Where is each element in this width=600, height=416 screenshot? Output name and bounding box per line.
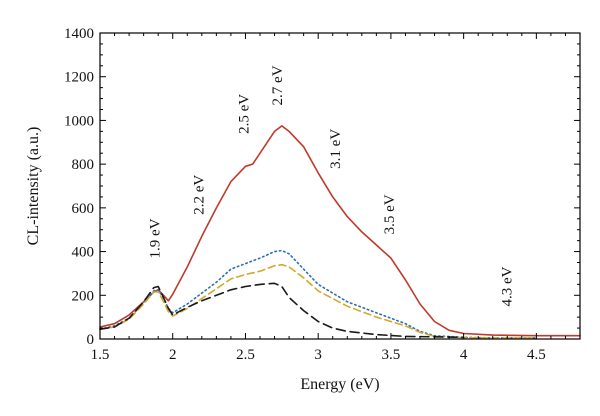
x-tick-label: 3.5: [382, 347, 401, 363]
peak-label: 3.5 eV: [382, 194, 398, 234]
x-tick-label: 2.5: [236, 347, 255, 363]
x-tick-label: 3: [314, 347, 322, 363]
peak-label: 1.9 eV: [148, 218, 164, 258]
y-tick-label: 1000: [64, 113, 94, 129]
series-line-4: [99, 282, 465, 339]
peak-label: 2.2 eV: [191, 175, 207, 215]
x-tick-label: 1.5: [91, 347, 110, 363]
peak-label: 3.1 eV: [328, 129, 344, 169]
y-tick-label: 200: [72, 288, 95, 304]
peak-label: 2.7 eV: [270, 65, 286, 105]
series-line-3: [99, 263, 538, 339]
axes: 1.5 2 2.5 3 3.5 4 4.5 0 200 400 600 800 1000 1200 1400: [64, 26, 581, 363]
y-tick-label: 0: [87, 332, 95, 348]
y-tick-label: 600: [72, 201, 95, 217]
y-axis-title: CL-intensity (a.u.): [25, 127, 42, 246]
y-tick-label: 1200: [64, 70, 94, 86]
peak-annotations: 1.9 eV 2.2 eV 2.5 eV 2.7 eV 3.1 eV 3.5 eV 4.3 …: [148, 65, 516, 306]
peak-label: 4.3 eV: [500, 266, 516, 306]
y-tick-label: 1400: [64, 26, 94, 42]
x-tick-label: 4: [460, 347, 468, 363]
series-line-2: [99, 249, 538, 339]
peak-label: 2.5 eV: [236, 94, 252, 134]
y-tick-label: 400: [72, 245, 95, 261]
y-tick-label: 800: [72, 157, 95, 173]
x-axis-title: Energy (eV): [300, 376, 379, 393]
series-line-1: [99, 125, 581, 337]
x-tick-label: 2: [169, 347, 177, 363]
plot-content: [99, 125, 581, 339]
x-tick-label: 4.5: [527, 347, 546, 363]
